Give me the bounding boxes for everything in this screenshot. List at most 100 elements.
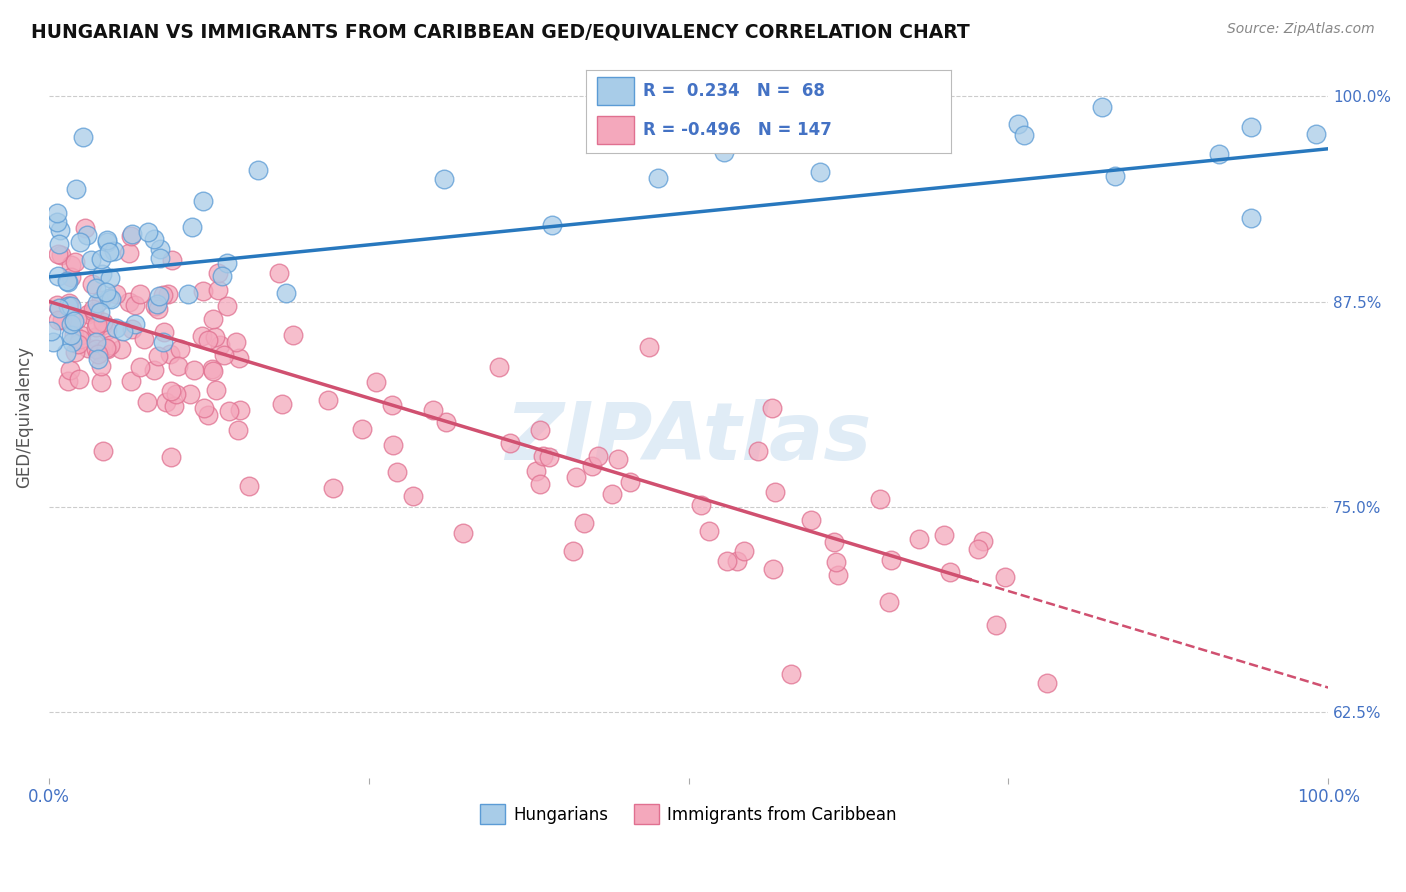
Point <box>129 359 152 374</box>
Point <box>160 252 183 267</box>
Point <box>183 363 205 377</box>
Point <box>690 498 713 512</box>
Point <box>638 341 661 355</box>
Point <box>453 525 475 540</box>
Point <box>271 396 294 410</box>
Point <box>84 329 107 343</box>
Point <box>581 459 603 474</box>
Point <box>59 269 82 284</box>
Point <box>146 349 169 363</box>
Point <box>972 533 994 548</box>
Point <box>86 346 108 360</box>
Point <box>733 544 755 558</box>
Point <box>98 338 121 352</box>
Point <box>167 359 190 373</box>
Point <box>96 323 118 337</box>
Point <box>63 328 86 343</box>
Point <box>967 542 990 557</box>
Point <box>70 327 93 342</box>
Point <box>121 227 143 242</box>
Point <box>761 401 783 416</box>
Point <box>59 363 82 377</box>
Point <box>827 568 849 582</box>
Point <box>76 307 98 321</box>
Point <box>51 247 73 261</box>
Point <box>96 235 118 249</box>
Point <box>84 320 107 334</box>
Point <box>228 351 250 365</box>
Point <box>58 296 80 310</box>
Point <box>381 398 404 412</box>
Point <box>205 383 228 397</box>
Point <box>146 301 169 316</box>
Point <box>647 171 669 186</box>
Point <box>800 513 823 527</box>
Point <box>564 470 586 484</box>
Point <box>90 375 112 389</box>
Point <box>907 532 929 546</box>
Point <box>382 438 405 452</box>
Point <box>67 337 90 351</box>
Point <box>169 342 191 356</box>
Point <box>433 172 456 186</box>
Point <box>197 408 219 422</box>
Point <box>59 328 82 343</box>
Point <box>586 450 609 464</box>
Point <box>155 395 177 409</box>
Point <box>146 297 169 311</box>
Point <box>103 244 125 258</box>
Point <box>132 332 155 346</box>
Point <box>86 317 108 331</box>
Point <box>201 361 224 376</box>
Point <box>607 451 630 466</box>
Point <box>118 295 141 310</box>
Point <box>994 570 1017 584</box>
Point <box>124 317 146 331</box>
Point <box>204 330 226 344</box>
Point <box>65 181 87 195</box>
Point <box>163 399 186 413</box>
Point <box>69 332 91 346</box>
Point <box>93 318 115 332</box>
Point <box>193 401 215 415</box>
Point <box>488 360 510 375</box>
Point <box>48 301 70 316</box>
Point <box>56 374 79 388</box>
Point <box>153 325 176 339</box>
Point <box>110 342 132 356</box>
Point <box>1240 211 1263 225</box>
Point <box>214 347 236 361</box>
Point <box>72 130 94 145</box>
Point <box>76 341 98 355</box>
Y-axis label: GED/Equivalency: GED/Equivalency <box>15 345 32 488</box>
Point <box>80 252 103 267</box>
Point <box>572 516 595 531</box>
Point <box>1104 169 1126 183</box>
Text: HUNGARIAN VS IMMIGRANTS FROM CARIBBEAN GED/EQUIVALENCY CORRELATION CHART: HUNGARIAN VS IMMIGRANTS FROM CARIBBEAN G… <box>31 22 970 41</box>
Point <box>823 535 845 549</box>
Point <box>197 334 219 348</box>
Point <box>780 667 803 681</box>
Point <box>537 450 560 464</box>
Point <box>350 422 373 436</box>
Point <box>152 334 174 349</box>
Point <box>202 311 225 326</box>
Point <box>869 492 891 507</box>
Point <box>165 387 187 401</box>
Point <box>402 489 425 503</box>
Point <box>824 555 846 569</box>
Point <box>124 298 146 312</box>
Point <box>179 387 201 401</box>
Point <box>51 313 73 327</box>
Point <box>1305 128 1327 142</box>
Point <box>91 315 114 329</box>
Legend: Hungarians, Immigrants from Caribbean: Hungarians, Immigrants from Caribbean <box>474 797 903 831</box>
Point <box>112 324 135 338</box>
Point <box>211 268 233 283</box>
Point <box>58 299 80 313</box>
Point <box>238 479 260 493</box>
Point <box>208 337 231 351</box>
Point <box>46 269 69 284</box>
Point <box>541 218 564 232</box>
Point <box>984 617 1007 632</box>
